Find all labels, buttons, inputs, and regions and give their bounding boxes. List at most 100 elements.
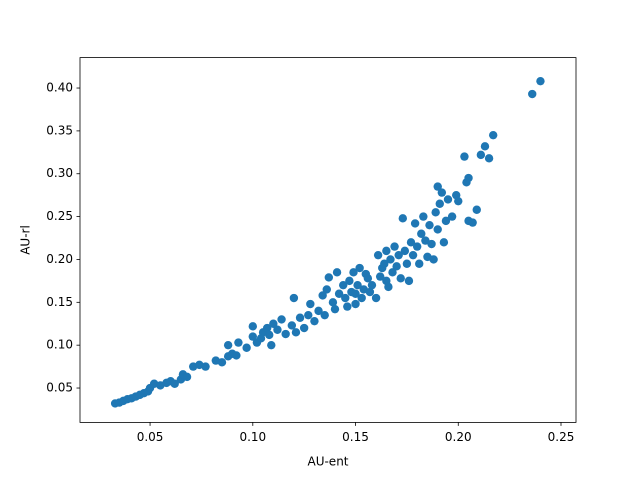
- point: [322, 285, 331, 294]
- point: [419, 212, 428, 221]
- point: [234, 338, 243, 347]
- point: [417, 229, 426, 238]
- y-tick-label: 0.35: [46, 123, 73, 137]
- point: [480, 142, 490, 151]
- point: [201, 362, 210, 371]
- point: [384, 282, 393, 292]
- point: [431, 208, 440, 217]
- point: [339, 280, 348, 290]
- y-tick-label: 0.05: [46, 381, 73, 395]
- point: [427, 239, 436, 249]
- point: [412, 242, 422, 251]
- point: [217, 358, 227, 367]
- point: [375, 272, 385, 281]
- point: [392, 262, 401, 271]
- point: [398, 214, 407, 223]
- point: [488, 130, 498, 140]
- point: [425, 220, 434, 230]
- point: [421, 236, 430, 245]
- point: [394, 250, 403, 260]
- point: [332, 268, 342, 277]
- y-tick-label: 0.15: [46, 295, 73, 309]
- y-tick-label: 0.40: [46, 81, 73, 95]
- x-tick-label: 0.20: [445, 430, 472, 444]
- y-tick-label: 0.25: [46, 209, 73, 223]
- point: [291, 328, 301, 337]
- point: [472, 205, 481, 214]
- axes-frame: [79, 57, 577, 423]
- point: [334, 289, 344, 298]
- point: [269, 319, 278, 328]
- point: [380, 259, 389, 268]
- point: [345, 276, 354, 286]
- point: [468, 218, 477, 227]
- point: [388, 268, 397, 277]
- point: [404, 276, 414, 286]
- point: [295, 313, 305, 322]
- point: [415, 259, 424, 268]
- point: [318, 291, 327, 300]
- point: [287, 321, 297, 330]
- point: [390, 242, 399, 251]
- point: [343, 302, 352, 311]
- point: [310, 316, 319, 326]
- point: [355, 263, 364, 273]
- x-axis-label: AU-ent: [307, 455, 348, 469]
- point: [262, 323, 272, 333]
- point: [460, 152, 469, 161]
- point: [242, 343, 251, 352]
- point: [289, 293, 299, 303]
- point: [248, 322, 257, 331]
- point: [433, 225, 442, 234]
- point: [223, 340, 233, 350]
- point: [435, 199, 444, 208]
- x-tick-label: 0.15: [342, 430, 369, 444]
- point: [402, 259, 412, 268]
- y-tick-label: 0.20: [46, 252, 73, 266]
- point: [367, 280, 377, 290]
- point: [429, 255, 438, 264]
- point: [324, 273, 334, 282]
- y-tick-label: 0.10: [46, 338, 73, 352]
- point: [408, 250, 418, 260]
- point: [439, 238, 449, 247]
- point: [476, 150, 486, 160]
- point: [232, 351, 241, 360]
- point: [351, 299, 360, 309]
- point: [386, 255, 395, 264]
- point: [410, 219, 420, 228]
- point: [433, 182, 442, 191]
- point: [299, 323, 309, 333]
- point: [437, 188, 447, 197]
- point: [454, 196, 463, 206]
- point: [314, 306, 323, 316]
- point: [306, 299, 315, 309]
- point: [170, 379, 179, 388]
- point: [536, 76, 545, 86]
- point: [363, 274, 373, 283]
- point: [365, 287, 375, 297]
- point: [277, 315, 286, 324]
- x-tick-label: 0.10: [239, 430, 266, 444]
- x-tick-label: 0.05: [137, 430, 164, 444]
- point: [441, 216, 451, 226]
- point: [373, 250, 383, 260]
- point: [341, 293, 350, 303]
- x-tick-label: 0.25: [548, 430, 575, 444]
- point: [351, 289, 360, 298]
- point: [349, 268, 358, 277]
- y-axis-label: AU-rl: [19, 225, 33, 255]
- point: [464, 173, 473, 183]
- point: [328, 298, 338, 307]
- point: [447, 212, 457, 221]
- point: [267, 340, 276, 350]
- point: [382, 246, 391, 256]
- point: [273, 325, 282, 334]
- point: [443, 195, 453, 204]
- point: [484, 154, 494, 163]
- point: [353, 280, 362, 290]
- y-tick-label: 0.30: [46, 166, 73, 180]
- point: [357, 293, 366, 303]
